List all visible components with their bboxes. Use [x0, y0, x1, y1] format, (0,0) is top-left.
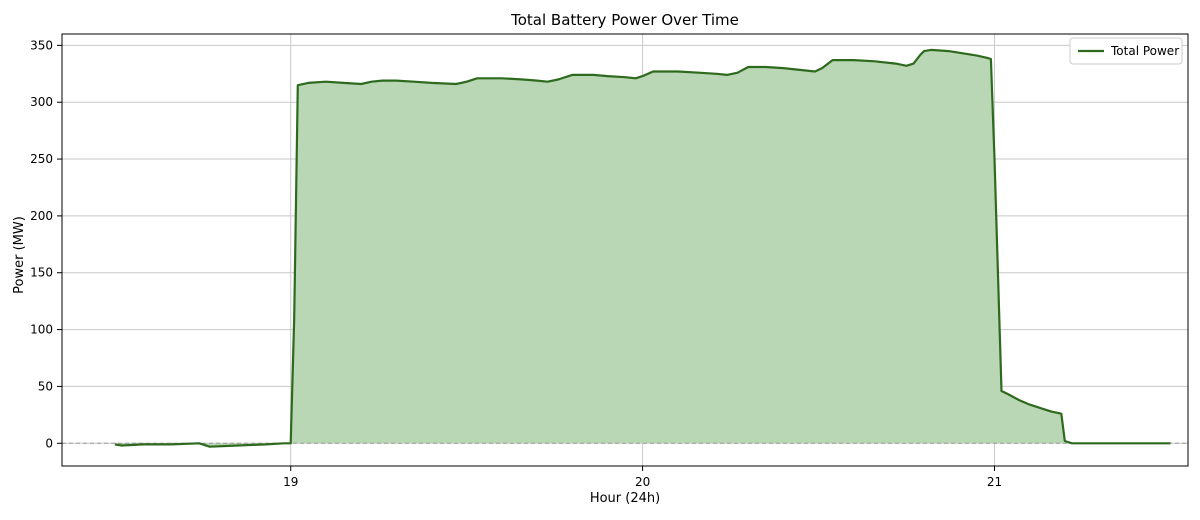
legend-label-total-power: Total Power [1110, 44, 1179, 58]
legend-box [1069, 37, 1183, 65]
legend: Total Power [1069, 37, 1183, 65]
series-line-total-power [114, 48, 1171, 448]
y-tick-label: 300 [30, 95, 53, 109]
y-tick-label: 0 [45, 436, 53, 450]
y-tick-label: 50 [38, 379, 53, 393]
data-layer [62, 48, 1188, 448]
y-axis-label: Power (MW) [12, 216, 27, 294]
x-tick-label: 19 [283, 475, 298, 489]
y-tick-label: 350 [30, 38, 53, 52]
plot-frame [61, 33, 1189, 467]
y-tick-label: 150 [30, 266, 53, 280]
y-tick-label: 200 [30, 209, 53, 223]
y-tick-label: 100 [30, 323, 53, 337]
tick-labels: 0 50 100 150 200 250 300 350 19 20 21 [30, 38, 1002, 489]
chart-title: Total Battery Power Over Time [510, 11, 739, 29]
x-tick-label: 20 [635, 475, 650, 489]
axes [57, 33, 1189, 471]
y-tick-label: 250 [30, 152, 53, 166]
x-tick-label: 21 [987, 475, 1002, 489]
power-area-fill [114, 49, 1171, 447]
x-axis-label: Hour (24h) [590, 491, 660, 506]
